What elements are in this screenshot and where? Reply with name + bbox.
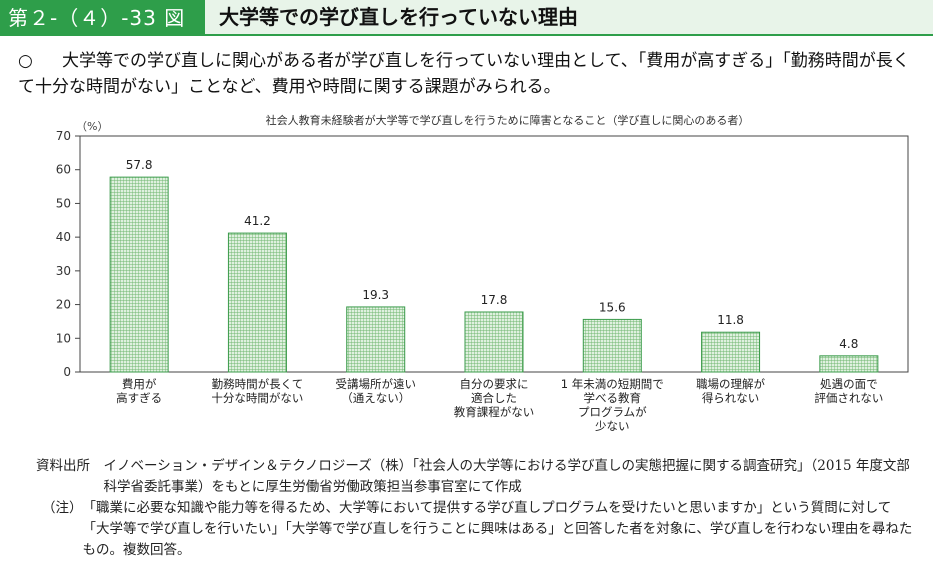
x-category-label: 処遇の面で評価されない — [814, 377, 883, 405]
bar — [582, 318, 642, 373]
x-category-label-line: 学べる教育 — [584, 391, 642, 405]
figure-title: 大学等での学び直しを行っていない理由 — [205, 0, 933, 36]
bar — [819, 355, 879, 373]
bar-value-label: 41.2 — [244, 214, 271, 228]
y-tick-label: 0 — [63, 365, 71, 379]
x-category-label-line: 少ない — [595, 419, 630, 433]
x-category-label-line: （通えない） — [341, 391, 410, 405]
x-category-label-line: 勤務時間が長くて — [212, 377, 304, 391]
x-category-label-line: 適合した — [471, 391, 517, 405]
x-category-label-line: 処遇の面で — [820, 377, 878, 391]
bar — [464, 311, 524, 373]
bar-value-label: 57.8 — [126, 158, 153, 172]
x-category-label: 1 年未満の短期間で学べる教育プログラムが少ない — [561, 377, 664, 433]
x-category-label-line: 費用が — [122, 377, 157, 391]
y-tick-label: 70 — [56, 129, 71, 143]
source-text: イノベーション・デザイン＆テクノロジーズ（株）「社会人の大学等における学び直しの… — [103, 458, 910, 495]
bar — [701, 331, 761, 373]
y-tick-label: 30 — [56, 264, 71, 278]
x-category-label-line: 評価されない — [814, 391, 883, 405]
y-tick-label: 40 — [56, 230, 71, 244]
x-category-label-line: プログラムが — [578, 405, 647, 419]
y-tick-label: 10 — [56, 331, 71, 345]
source-notes: 資料出所 イノベーション・デザイン＆テクノロジーズ（株）「社会人の大学等における… — [36, 456, 916, 561]
note-text: 「職業に必要な知識や能力等を得るため、大学等において提供する学び直しプログラムを… — [82, 500, 913, 558]
figure-number: 第２-（４）-33 図 — [0, 0, 205, 36]
summary-text: ○ 大学等での学び直しに関心がある者が学び直しを行っていない理由として、「費用が高… — [18, 48, 918, 100]
y-axis: 0 10 20 30 40 50 60 70 — [56, 129, 80, 379]
x-category-label: 勤務時間が長くて十分な時間がない — [211, 377, 303, 405]
y-tick-label: 60 — [56, 163, 71, 177]
x-category-label-line: 職場の理解が — [696, 377, 765, 391]
y-tick-label: 20 — [56, 298, 71, 312]
x-category-label-line: 受講場所が遠い — [335, 377, 416, 391]
bar — [346, 306, 406, 373]
x-axis-labels: 費用が高すぎる 勤務時間が長くて十分な時間がない 受講場所が遠い（通えない） 自分の要… — [116, 377, 883, 433]
bar — [109, 176, 169, 373]
bar-value-label: 11.8 — [717, 313, 744, 327]
x-category-label-line: 十分な時間がない — [211, 391, 303, 405]
x-category-label: 自分の要求に適合した教育課程がない — [454, 377, 535, 419]
bar — [227, 232, 287, 373]
note-label: （注） — [42, 500, 83, 516]
source-row: 資料出所 イノベーション・デザイン＆テクノロジーズ（株）「社会人の大学等における… — [36, 456, 916, 498]
y-axis-unit: （%） — [76, 120, 109, 133]
source-label: 資料出所 — [36, 458, 104, 474]
y-tick-label: 50 — [56, 196, 71, 210]
bullet-circle-icon: ○ — [18, 51, 33, 71]
bar-value-label: 15.6 — [599, 300, 626, 314]
bar-value-label: 4.8 — [839, 337, 858, 351]
note-row: （注） 「職業に必要な知識や能力等を得るため、大学等において提供する学び直しプロ… — [36, 498, 916, 561]
x-category-label: 費用が高すぎる — [116, 377, 162, 405]
x-category-label-line: 高すぎる — [116, 391, 162, 405]
summary-body: 大学等での学び直しに関心がある者が学び直しを行っていない理由として、「費用が高す… — [18, 51, 910, 97]
bars: 57.8 41.2 19.3 17.8 15.6 11.8 4.8 — [109, 158, 879, 373]
chart-title: 社会人教育未経験者が大学等で学び直しを行うために障害となること（学び直しに関心の… — [265, 114, 750, 127]
figure-header: 第２-（４）-33 図 大学等での学び直しを行っていない理由 — [0, 0, 933, 36]
x-category-label-line: 自分の要求に — [460, 377, 529, 391]
bar-chart: 0 10 20 30 40 50 60 70 57.8 41.2 19.3 17.8 15.6 11.8… — [56, 129, 909, 433]
x-category-label-line: 教育課程がない — [454, 405, 535, 419]
x-category-label-line: 得られない — [702, 391, 760, 405]
bar-value-label: 17.8 — [481, 293, 508, 307]
x-category-label: 職場の理解が得られない — [696, 377, 765, 405]
bar-value-label: 19.3 — [362, 288, 389, 302]
x-category-label: 受講場所が遠い（通えない） — [335, 377, 416, 405]
x-category-label-line: 1 年未満の短期間で — [561, 377, 664, 391]
